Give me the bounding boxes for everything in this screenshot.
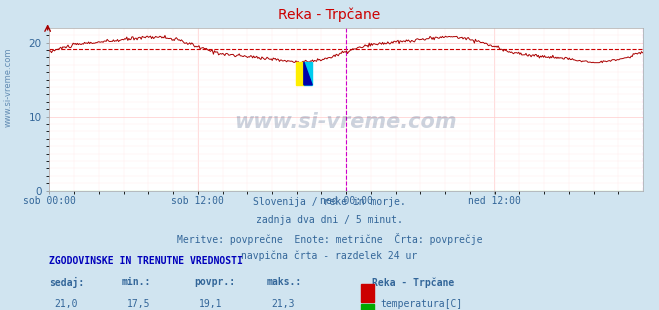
Polygon shape — [304, 62, 312, 85]
Text: 19,1: 19,1 — [199, 299, 223, 308]
Text: 17,5: 17,5 — [127, 299, 150, 308]
Text: Reka - Trpčane: Reka - Trpčane — [278, 8, 381, 22]
Polygon shape — [304, 62, 312, 85]
Text: Meritve: povprečne  Enote: metrične  Črta: povprečje: Meritve: povprečne Enote: metrične Črta:… — [177, 233, 482, 245]
Polygon shape — [295, 62, 304, 85]
Text: 21,0: 21,0 — [54, 299, 78, 308]
Text: Slovenija / reke in morje.: Slovenija / reke in morje. — [253, 197, 406, 207]
Text: sedaj:: sedaj: — [49, 277, 84, 289]
Text: ZGODOVINSKE IN TRENUTNE VREDNOSTI: ZGODOVINSKE IN TRENUTNE VREDNOSTI — [49, 256, 243, 266]
Text: 21,3: 21,3 — [272, 299, 295, 308]
Text: zadnja dva dni / 5 minut.: zadnja dva dni / 5 minut. — [256, 215, 403, 225]
Text: temperatura[C]: temperatura[C] — [381, 299, 463, 308]
Text: Reka - Trpčane: Reka - Trpčane — [372, 277, 455, 288]
Text: www.si-vreme.com: www.si-vreme.com — [3, 47, 13, 126]
Text: min.:: min.: — [122, 277, 152, 287]
Text: www.si-vreme.com: www.si-vreme.com — [235, 112, 457, 132]
Text: povpr.:: povpr.: — [194, 277, 235, 287]
Text: maks.:: maks.: — [267, 277, 302, 287]
Text: navpična črta - razdelek 24 ur: navpična črta - razdelek 24 ur — [241, 251, 418, 261]
